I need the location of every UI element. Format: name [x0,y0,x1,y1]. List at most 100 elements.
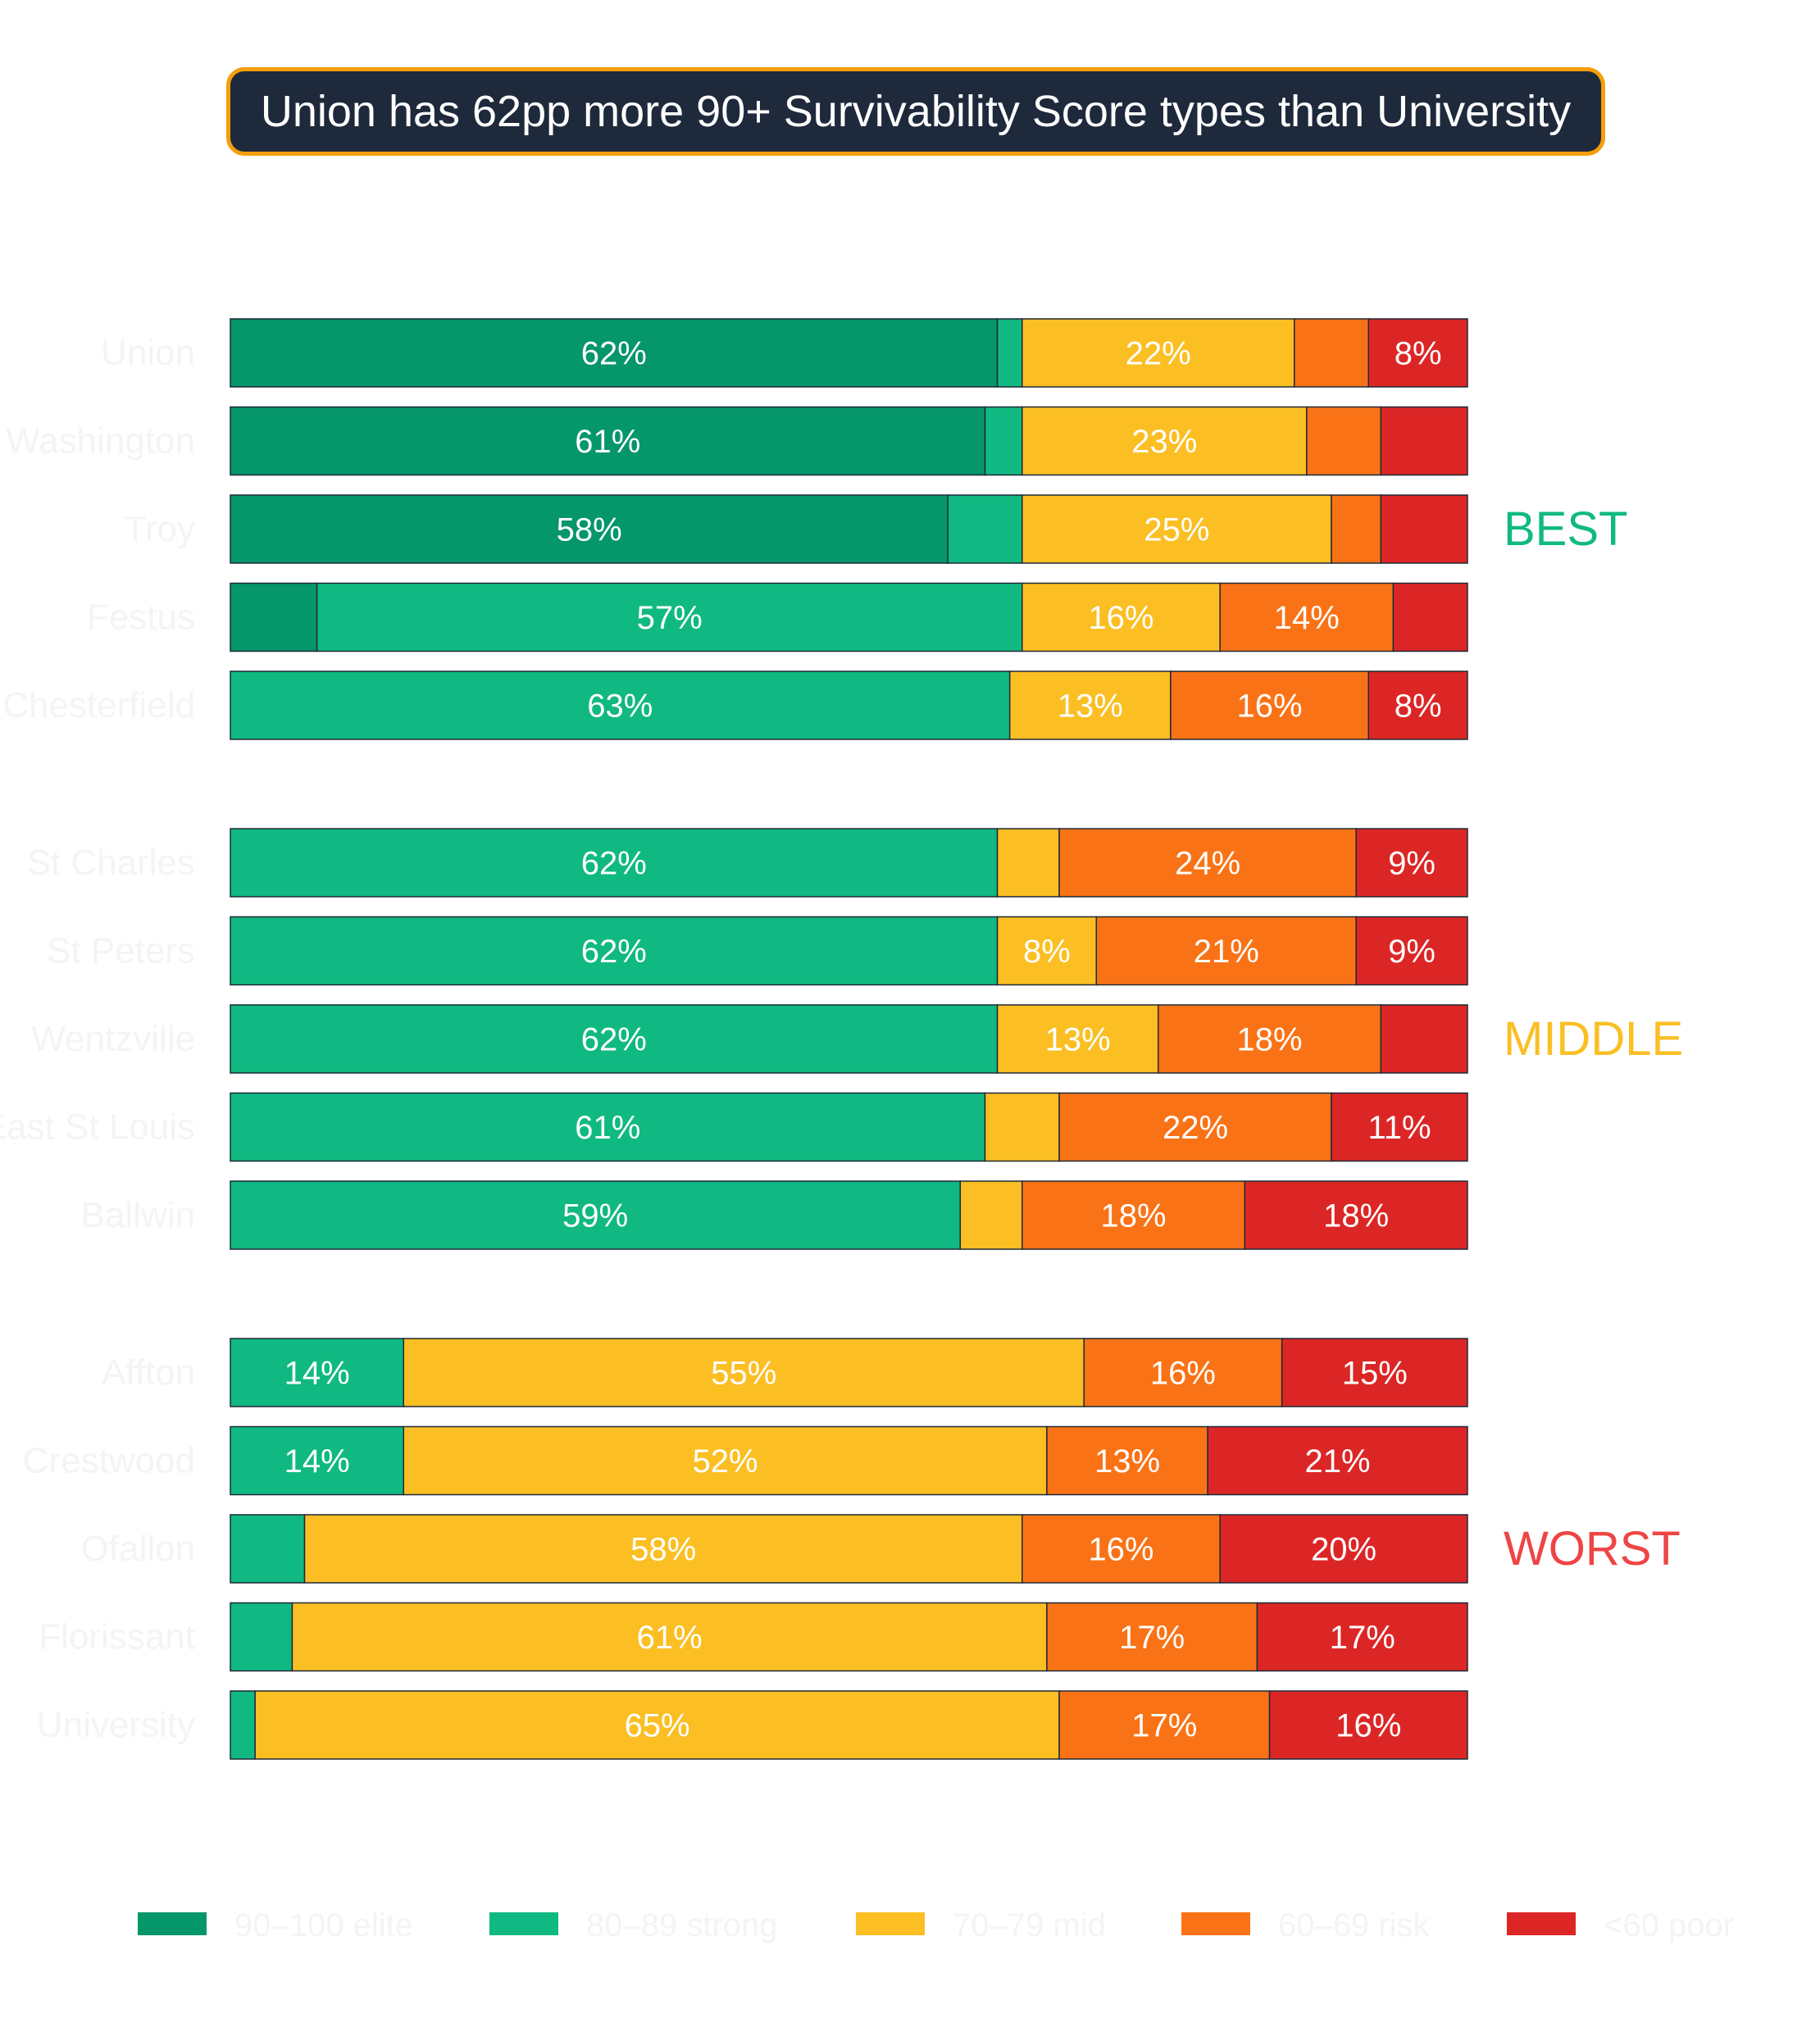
category-label-st-peters: St Peters [47,931,195,971]
bar-segment-university-1 [230,1690,256,1760]
bar-segment-ballwin-2 [959,1180,1023,1250]
data-label-university-4: 16% [1335,1708,1401,1744]
category-label-wentzville: Wentzville [31,1019,195,1059]
bar-segment-union-1 [996,318,1023,388]
category-label-troy: Troy [125,509,195,549]
data-label-st-charles-3: 24% [1175,846,1240,882]
bar-segment-crestwood-2 [403,1425,1048,1496]
chart-title: Union has 62pp more 90+ Survivability Sc… [260,87,1572,136]
bar-segment-troy-1 [947,494,1023,564]
bar-segment-washington-2 [1021,406,1308,476]
bar-segment-affton-2 [403,1338,1085,1407]
bar-segment-crestwood-1 [230,1425,405,1496]
bar-segment-washington-0 [230,406,986,476]
bar-segment-wentzville-1 [230,1004,999,1074]
bar-segment-ofallon-4 [1219,1514,1468,1584]
legend-label-0: 90–100 elite [234,1907,413,1943]
bar-segment-union-2 [1021,318,1295,388]
data-label-affton-2: 55% [711,1356,776,1392]
category-label-florissant: Florissant [39,1617,195,1657]
data-label-st-charles-4: 9% [1388,846,1436,882]
bar-segment-festus-1 [316,582,1023,652]
bar-segment-east-st-louis-2 [984,1092,1060,1162]
bar-segment-troy-3 [1331,494,1382,564]
data-label-chesterfield-3: 16% [1237,689,1303,725]
data-label-florissant-4: 17% [1330,1620,1395,1656]
data-label-chesterfield-2: 13% [1058,689,1123,725]
category-label-union: Union [101,333,195,373]
data-label-union-4: 8% [1395,336,1442,372]
data-label-crestwood-3: 13% [1094,1443,1160,1480]
bar-segment-florissant-3 [1046,1602,1258,1672]
data-label-union-2: 22% [1126,336,1191,372]
bar-segment-union-4 [1367,318,1468,388]
bar-segment-troy-2 [1021,494,1332,564]
legend-label-1: 80–89 strong [586,1907,778,1943]
data-label-ballwin-1: 59% [562,1198,628,1234]
data-label-east-st-louis-3: 22% [1163,1110,1228,1146]
data-label-crestwood-4: 21% [1305,1443,1371,1480]
data-label-ofallon-2: 58% [630,1532,696,1568]
chart-title-box: Union has 62pp more 90+ Survivability Sc… [226,67,1605,156]
data-label-affton-3: 16% [1150,1356,1216,1392]
data-label-washington-0: 61% [575,424,640,460]
legend-swatch-2 [856,1912,925,1935]
category-label-ballwin: Ballwin [81,1195,195,1235]
category-label-university: University [37,1705,195,1745]
data-label-affton-4: 15% [1342,1356,1408,1392]
data-label-st-peters-3: 21% [1194,934,1259,970]
data-label-troy-2: 25% [1144,512,1209,548]
data-label-affton-1: 14% [284,1356,350,1392]
bar-segment-ballwin-3 [1021,1180,1246,1250]
group-label-best: BEST [1504,502,1628,556]
data-label-troy-0: 58% [557,512,622,548]
bar-segment-festus-0 [230,582,318,652]
category-label-affton: Affton [102,1352,195,1393]
bar-segment-st-peters-4 [1355,916,1468,986]
bar-segment-university-2 [254,1690,1060,1760]
data-label-festus-2: 16% [1088,600,1153,636]
data-label-union-0: 62% [581,336,647,372]
data-label-east-st-louis-1: 61% [575,1110,640,1146]
legend-label-3: 60–69 risk [1278,1907,1431,1943]
data-label-university-2: 65% [625,1708,690,1744]
bar-segment-ballwin-1 [230,1180,962,1250]
bar-segment-affton-4 [1281,1338,1468,1407]
bar-segment-festus-3 [1219,582,1395,652]
data-label-chesterfield-4: 8% [1395,689,1442,725]
bar-segment-festus-4 [1392,582,1468,652]
data-label-crestwood-2: 52% [693,1443,758,1480]
bar-segment-st-peters-2 [996,916,1098,986]
bar-segment-ballwin-4 [1244,1180,1468,1250]
bar-segment-st-peters-1 [230,916,999,986]
bar-segment-st-charles-3 [1058,828,1357,898]
data-label-st-peters-4: 9% [1388,934,1436,970]
data-label-wentzville-1: 62% [581,1022,647,1058]
data-label-festus-1: 57% [637,600,703,636]
bar-segment-st-charles-4 [1355,828,1468,898]
bar-segment-florissant-4 [1256,1602,1468,1672]
bar-segment-crestwood-3 [1046,1425,1208,1496]
bar-segment-union-3 [1293,318,1370,388]
category-label-ofallon: Ofallon [81,1529,195,1569]
bar-segment-st-peters-3 [1095,916,1357,986]
bar-segment-east-st-louis-4 [1331,1092,1468,1162]
bar-segment-florissant-1 [230,1602,293,1672]
category-label-st-charles: St Charles [27,843,195,883]
category-label-chesterfield: Chesterfield [2,685,195,725]
legend-label-2: 70–79 mid [953,1907,1106,1943]
bar-segment-troy-4 [1380,494,1468,564]
data-label-washington-2: 23% [1131,424,1197,460]
legend-swatch-0 [138,1912,207,1935]
data-label-wentzville-3: 18% [1237,1022,1303,1058]
bar-segment-festus-2 [1021,582,1221,652]
bar-segment-ofallon-3 [1021,1514,1221,1584]
bar-segment-washington-3 [1306,406,1382,476]
category-label-washington: Washington [6,421,195,461]
data-label-st-peters-1: 62% [581,934,647,970]
category-label-east-st-louis: East St Louis [0,1107,195,1148]
bar-segment-wentzville-4 [1380,1004,1468,1074]
bar-segment-st-charles-2 [996,828,1060,898]
bar-segment-university-4 [1268,1690,1468,1760]
